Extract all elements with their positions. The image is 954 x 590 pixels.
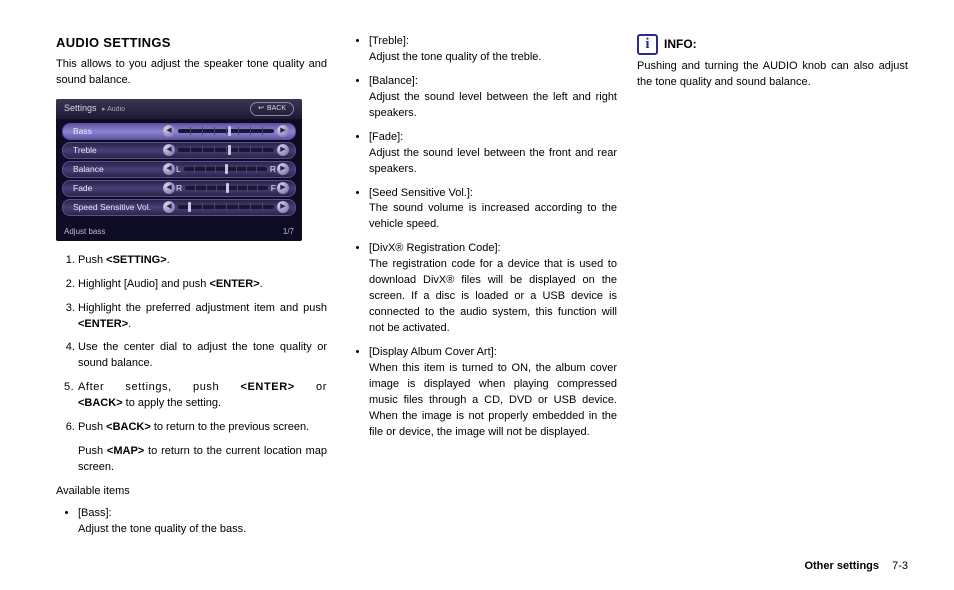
available-item: [Bass]: Adjust the tone quality of the ba… (78, 506, 327, 538)
setting-row-label: Speed Sensitive Vol. (73, 201, 163, 213)
back-arrow-icon: ↩ (258, 104, 264, 114)
slider-knob[interactable] (228, 145, 231, 155)
step-item: Push <BACK> to return to the previous sc… (78, 420, 327, 476)
item-label: [Treble]: (369, 35, 409, 47)
back-button[interactable]: ↩ BACK (250, 102, 294, 116)
slider-knob[interactable] (228, 126, 231, 136)
slider-knob[interactable] (226, 183, 229, 193)
manual-page: AUDIO SETTINGS This allows to you adjust… (0, 0, 954, 590)
item-label: [Fade]: (369, 131, 403, 143)
step-item: Highlight the preferred adjustment item … (78, 301, 327, 333)
item-desc: Adjust the tone quality of the bass. (78, 522, 327, 538)
screenshot-footer: Adjust bass 1/7 (56, 223, 302, 241)
back-label: BACK (267, 104, 286, 114)
setting-row-control: ◀R F▶ (163, 182, 289, 194)
item-label: [Bass]: (78, 507, 112, 519)
setting-row-label: Balance (73, 163, 163, 175)
step-item: Push <SETTING>. (78, 253, 327, 269)
step-item: Use the center dial to adjust the tone q… (78, 340, 327, 372)
item-desc: The sound volume is increased according … (369, 201, 617, 233)
setting-row[interactable]: Treble◀▶ (62, 142, 296, 159)
setting-row-control: ◀▶ (163, 125, 289, 137)
step-item: After settings, push <ENTER> or <BACK> t… (78, 380, 327, 412)
right-box: R (270, 163, 276, 175)
decrease-arrow-icon[interactable]: ◀ (163, 125, 175, 137)
available-items-label: Available items (56, 484, 327, 500)
setting-row-label: Bass (73, 125, 163, 137)
available-items-col2: [Treble]: Adjust the tone quality of the … (347, 34, 617, 441)
increase-arrow-icon[interactable]: ▶ (277, 163, 289, 175)
item-desc: Adjust the tone quality of the treble. (369, 50, 617, 66)
setting-row[interactable]: Fade◀R F▶ (62, 180, 296, 197)
screenshot-header: Settings ▸ Audio ↩ BACK (56, 99, 302, 119)
column-1: AUDIO SETTINGS This allows to you adjust… (56, 34, 327, 546)
screenshot-rows: Bass◀▶Treble◀▶Balance◀LR▶Fade◀RF▶Speed S… (56, 119, 302, 223)
item-label: [Display Album Cover Art]: (369, 346, 497, 358)
info-icon: i (637, 34, 658, 55)
page-footer: Other settings 7-3 (804, 560, 908, 572)
setting-row[interactable]: Speed Sensitive Vol.◀▶ (62, 199, 296, 216)
setting-row-control: ◀▶ (163, 201, 289, 213)
section-title: AUDIO SETTINGS (56, 34, 327, 53)
available-item: [Fade]: Adjust the sound level between th… (369, 130, 617, 178)
setting-row-label: Fade (73, 182, 163, 194)
footer-section: Other settings (804, 560, 879, 572)
slider-knob[interactable] (225, 164, 228, 174)
item-label: [DivX® Registration Code]: (369, 242, 501, 254)
column-2: [Treble]: Adjust the tone quality of the … (347, 34, 617, 546)
left-box: R (176, 182, 182, 194)
item-label: [Seed Sensitive Vol.]: (369, 187, 473, 199)
item-desc: Adjust the sound level between the left … (369, 90, 617, 122)
increase-arrow-icon[interactable]: ▶ (277, 182, 289, 194)
item-desc: When this item is turned to ON, the albu… (369, 361, 617, 441)
setting-row-control: ◀▶ (163, 144, 289, 156)
available-item: [Treble]: Adjust the tone quality of the … (369, 34, 617, 66)
slider-track[interactable] (178, 129, 274, 133)
audio-settings-screenshot: Settings ▸ Audio ↩ BACK Bass◀▶Treble◀▶Ba… (56, 99, 302, 241)
item-label: [Balance]: (369, 75, 418, 87)
slider-track[interactable] (184, 167, 267, 171)
available-item: [Display Album Cover Art]: When this item… (369, 345, 617, 441)
decrease-arrow-icon[interactable]: ◀ (163, 182, 175, 194)
setting-row-control: ◀L R▶ (163, 163, 289, 175)
screenshot-page-indicator: 1/7 (283, 226, 294, 238)
intro-text: This allows to you adjust the speaker to… (56, 57, 327, 89)
item-desc: Adjust the sound level between the front… (369, 146, 617, 178)
available-item: [Balance]: Adjust the sound level between… (369, 74, 617, 122)
right-box: F (271, 182, 276, 194)
info-heading: i INFO: (637, 34, 908, 55)
screenshot-hint: Adjust bass (64, 226, 105, 238)
slider-knob[interactable] (188, 202, 191, 212)
decrease-arrow-icon[interactable]: ◀ (163, 144, 175, 156)
available-item: [DivX® Registration Code]: The registrati… (369, 241, 617, 337)
item-desc: The registration code for a device that … (369, 257, 617, 337)
info-text: Pushing and turning the AUDIO knob can a… (637, 59, 908, 91)
footer-page: 7-3 (892, 560, 908, 572)
info-label: INFO: (664, 36, 697, 53)
breadcrumb-main: Settings (64, 103, 97, 113)
breadcrumb-sub: ▸ Audio (102, 106, 125, 113)
slider-track[interactable] (178, 148, 274, 152)
setting-row-label: Treble (73, 144, 163, 156)
step-item: Highlight [Audio] and push <ENTER>. (78, 277, 327, 293)
left-box: L (176, 163, 181, 175)
increase-arrow-icon[interactable]: ▶ (277, 125, 289, 137)
setting-row[interactable]: Balance◀L R▶ (62, 161, 296, 178)
slider-track[interactable] (178, 205, 274, 209)
available-item: [Seed Sensitive Vol.]: The sound volume i… (369, 186, 617, 234)
slider-track[interactable] (185, 186, 268, 190)
setting-row[interactable]: Bass◀▶ (62, 123, 296, 140)
available-items-col1: [Bass]: Adjust the tone quality of the ba… (56, 506, 327, 538)
decrease-arrow-icon[interactable]: ◀ (163, 201, 175, 213)
steps-list: Push <SETTING>. Highlight [Audio] and pus… (56, 253, 327, 476)
column-3: i INFO: Pushing and turning the AUDIO kn… (637, 34, 908, 546)
breadcrumb: Settings ▸ Audio (64, 102, 125, 115)
increase-arrow-icon[interactable]: ▶ (277, 201, 289, 213)
increase-arrow-icon[interactable]: ▶ (277, 144, 289, 156)
decrease-arrow-icon[interactable]: ◀ (163, 163, 175, 175)
